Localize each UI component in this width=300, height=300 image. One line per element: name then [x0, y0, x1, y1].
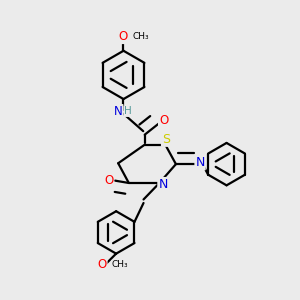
- Text: N: N: [158, 178, 168, 191]
- Text: CH₃: CH₃: [111, 260, 128, 269]
- Text: O: O: [159, 114, 168, 127]
- Text: CH₃: CH₃: [133, 32, 149, 41]
- Text: O: O: [104, 174, 113, 187]
- Text: O: O: [98, 258, 106, 271]
- Text: H: H: [124, 106, 132, 116]
- Text: O: O: [119, 30, 128, 43]
- Text: N: N: [195, 157, 205, 169]
- Text: S: S: [162, 133, 170, 146]
- Text: N: N: [114, 105, 123, 118]
